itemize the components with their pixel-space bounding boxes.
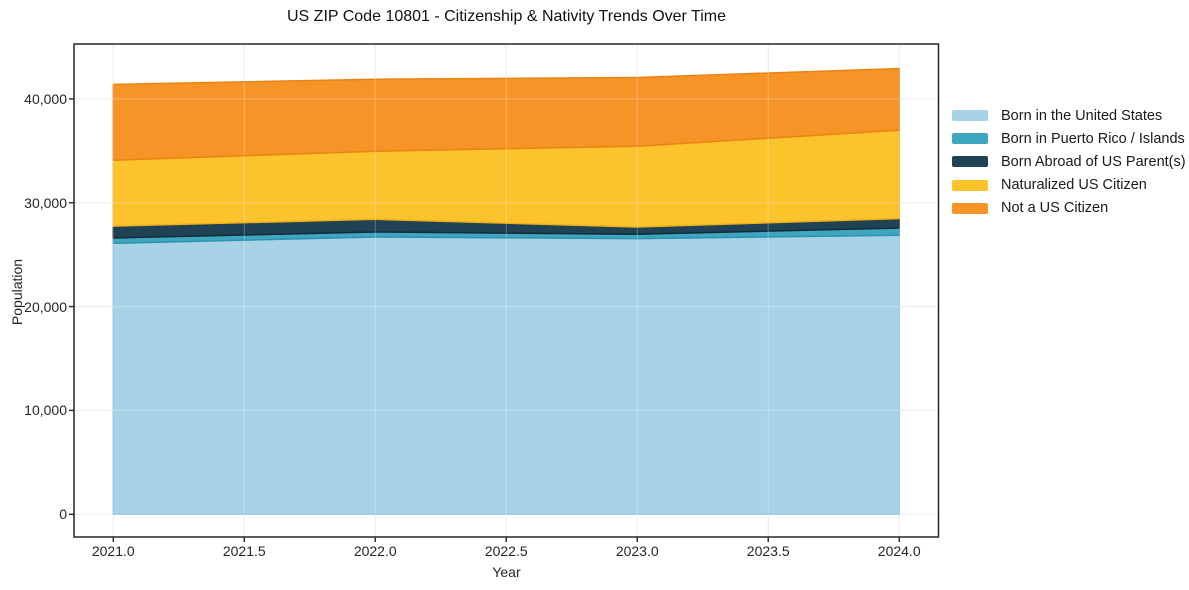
x-axis-label: Year xyxy=(492,564,521,580)
y-tick-label: 10,000 xyxy=(24,402,67,419)
x-tick-label: 2024.0 xyxy=(877,543,921,559)
y-tick-label: 40,000 xyxy=(24,90,67,107)
legend-label: Not a US Citizen xyxy=(1001,200,1109,217)
legend-item-born-in-puerto-rico-islands: Born in Puerto Rico / Islands xyxy=(952,127,1186,150)
x-tick-label: 2023.5 xyxy=(746,543,790,559)
x-tick-label: 2022.5 xyxy=(484,543,528,559)
legend-label: Born in the United States xyxy=(1001,107,1163,124)
legend-item-born-in-the-united-states: Born in the United States xyxy=(952,104,1186,127)
area-not-a-us-citizen xyxy=(112,67,900,161)
legend-label: Born in Puerto Rico / Islands xyxy=(1001,130,1185,147)
legend-label: Naturalized US Citizen xyxy=(1001,177,1147,194)
legend-swatch-icon xyxy=(952,110,988,122)
gridlines-overlay xyxy=(74,44,939,537)
legend-swatch-icon xyxy=(952,133,988,145)
x-tick-label: 2021.5 xyxy=(222,543,266,559)
legend-swatch-icon xyxy=(952,179,988,191)
plot-spines xyxy=(73,43,940,538)
chart-title: US ZIP Code 10801 - Citizenship & Nativi… xyxy=(287,8,726,25)
legend-item-not-a-us-citizen: Not a US Citizen xyxy=(952,197,1186,220)
y-tick-label: 20,000 xyxy=(24,298,67,315)
x-tick-label: 2021.0 xyxy=(91,543,135,559)
y-tick-label: 0 xyxy=(59,506,67,523)
x-tick-label: 2023.0 xyxy=(615,543,659,559)
legend-item-born-abroad-of-us-parent-s: Born Abroad of US Parent(s) xyxy=(952,150,1186,173)
x-tick-label: 2022.0 xyxy=(353,543,397,559)
legend-item-naturalized-us-citizen: Naturalized US Citizen xyxy=(952,174,1186,197)
legend: Born in the United States Born in Puerto … xyxy=(952,104,1186,220)
legend-label: Born Abroad of US Parent(s) xyxy=(1001,153,1186,170)
y-tick-label: 30,000 xyxy=(24,194,67,211)
legend-swatch-icon xyxy=(952,202,988,214)
y-axis-label: Population xyxy=(9,258,25,326)
legend-swatch-icon xyxy=(952,156,988,168)
axis-tick-marks xyxy=(69,98,900,542)
